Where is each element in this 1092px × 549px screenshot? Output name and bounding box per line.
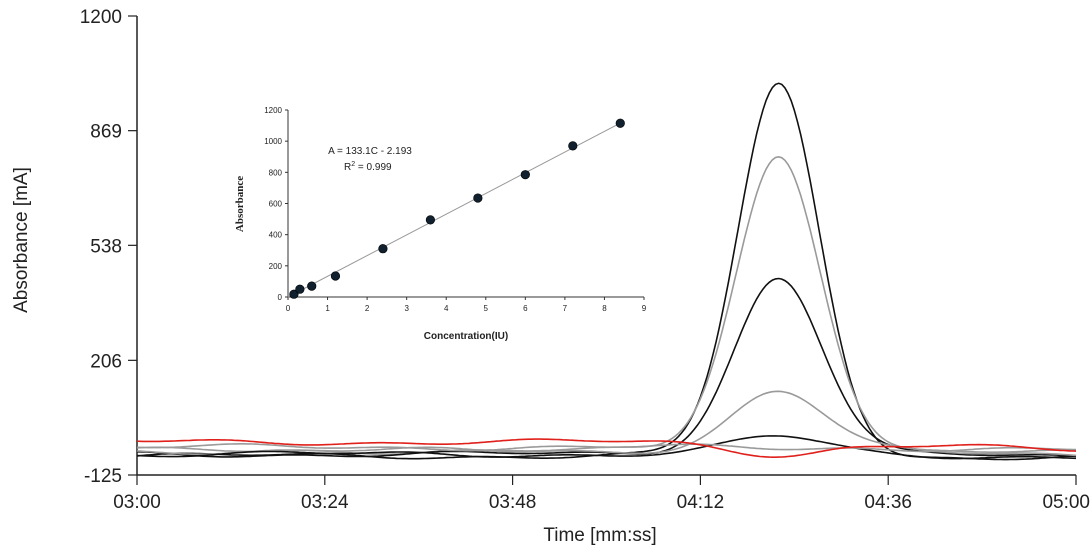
inset-data-point (425, 215, 436, 225)
inset-x-tick-label: 0 (286, 304, 291, 313)
inset-y-tick-label: 1200 (264, 106, 282, 115)
main-y-tick-label: 538 (90, 236, 122, 257)
inset-x-tick-label: 1 (325, 304, 330, 313)
inset-y-tick-label: 400 (269, 231, 283, 240)
inset-data-point (473, 193, 483, 203)
inset-data-point (307, 281, 317, 291)
main-x-tick-label: 04:12 (677, 492, 725, 513)
inset-y-tick-label: 600 (269, 200, 283, 209)
inset-y-tick-label: 200 (269, 262, 283, 271)
main-y-tick-label: -125 (84, 466, 122, 487)
inset-data-point (330, 271, 341, 281)
inset-x-tick-label: 9 (642, 304, 647, 313)
inset-y-tick-label: 1000 (264, 137, 282, 146)
main-series-line (136, 435, 1077, 460)
inset-r-squared-label: R (344, 162, 351, 173)
inset-x-tick-label: 7 (563, 304, 568, 313)
inset-data-point (568, 141, 578, 151)
inset-equation: A = 133.1C - 2.193 (328, 146, 412, 157)
inset-data-point (295, 284, 305, 294)
inset-x-tick-label: 8 (602, 304, 607, 313)
inset-x-tick-label: 5 (484, 304, 489, 313)
inset-r-squared: R2 = 0.999 (344, 161, 392, 173)
inset-axes: 0 200 400 600 800 1000 1200 0 1 2 3 4 5 6 7 8 9 (264, 106, 647, 313)
main-x-axis-title: Time [mm:ss] (543, 525, 656, 546)
main-x-tick-label: 03:48 (489, 492, 537, 513)
inset-marks (287, 118, 625, 299)
calibration-inset: 0 200 400 600 800 1000 1200 0 1 2 3 4 5 6 7 8 9 Concentr… (234, 106, 647, 342)
inset-data-point (615, 118, 625, 128)
main-y-tick-label: 869 (90, 122, 122, 143)
inset-x-tick-label: 2 (365, 304, 370, 313)
inset-y-tick-label: 800 (269, 168, 283, 177)
main-series-line (136, 443, 1076, 453)
main-x-tick-label: 04:36 (864, 492, 912, 513)
main-series-group (136, 82, 1077, 461)
inset-r-squared-exponent: 2 (351, 161, 355, 168)
main-x-tick-label: 03:00 (113, 492, 161, 513)
inset-data-point (289, 289, 299, 299)
main-y-tick-label: 206 (90, 351, 122, 372)
inset-y-tick-label: 0 (278, 293, 283, 302)
inset-data-point (520, 170, 530, 180)
inset-x-tick-label: 4 (444, 304, 449, 313)
main-x-tick-label: 05:00 (1042, 492, 1090, 513)
main-y-tick-label: 1200 (80, 7, 122, 28)
inset-x-axis-title: Concentration(IU) (424, 331, 508, 342)
inset-x-tick-label: 3 (404, 304, 409, 313)
inset-y-axis-title: Absorbance (234, 176, 246, 232)
main-y-axis-title: Absorbance [mA] (11, 167, 32, 313)
inset-r-squared-value: = 0.999 (355, 162, 392, 173)
main-series-line (136, 390, 1077, 457)
main-series-line (136, 438, 1077, 458)
inset-x-tick-label: 6 (523, 304, 528, 313)
inset-data-point (378, 244, 388, 254)
main-x-tick-label: 03:24 (301, 492, 349, 513)
inset-fit-line (287, 120, 625, 298)
